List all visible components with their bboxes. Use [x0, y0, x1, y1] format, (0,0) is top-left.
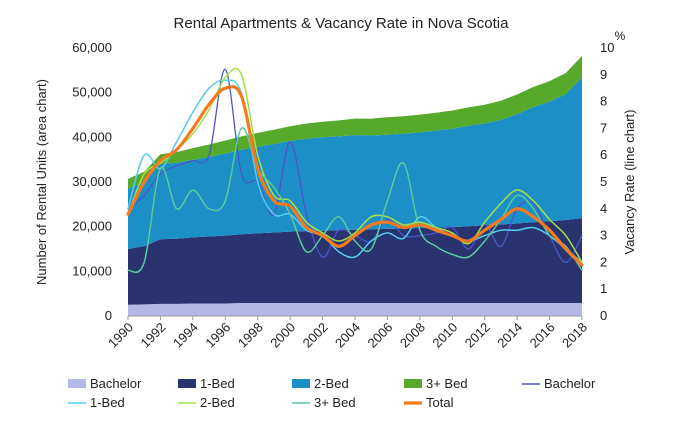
legend-swatch [68, 379, 86, 388]
right-tick-label: 9 [600, 67, 607, 82]
right-tick-label: 8 [600, 94, 607, 109]
right-tick-label: 10 [600, 40, 614, 55]
right-tick-label: 6 [600, 147, 607, 162]
chart-title: Rental Apartments & Vacancy Rate in Nova… [174, 15, 510, 32]
x-tick-label: 2006 [364, 320, 395, 351]
legend-label: 1-Bed [200, 376, 235, 391]
x-tick-label: 1990 [105, 320, 136, 351]
left-tick-label: 50,000 [72, 85, 112, 100]
x-tick-label: 2004 [332, 320, 363, 351]
legend-item-area-bachelor: Bachelor [68, 376, 142, 391]
right-tick-label: 2 [600, 254, 607, 269]
left-tick-label: 10,000 [72, 263, 112, 278]
legend-item-area-1-bed: 1-Bed [178, 376, 235, 391]
x-tick-label: 2000 [267, 320, 298, 351]
legend-label: Bachelor [544, 376, 596, 391]
legend-swatch [292, 379, 310, 388]
area-3plus-bed [128, 56, 582, 189]
x-ticks: 1990 1992 1994 1996 1998 2000 2002 2004 2006 2008… [105, 316, 590, 351]
right-tick-label: 7 [600, 120, 607, 135]
legend-label: 3+ Bed [314, 395, 356, 410]
x-tick-label: 2016 [527, 320, 558, 351]
legend-item-line-bachelor: Bachelor [522, 376, 596, 391]
x-tick-label: 2018 [559, 320, 590, 351]
x-tick-label: 2010 [429, 320, 460, 351]
x-tick-label: 2002 [300, 320, 331, 351]
x-tick-label: 2014 [494, 320, 525, 351]
x-tick-label: 1996 [202, 320, 233, 351]
right-tick-label: 1 [600, 281, 607, 296]
x-tick-label: 1998 [235, 320, 266, 351]
right-tick-label: 0 [600, 308, 607, 323]
line-total [126, 85, 584, 267]
left-tick-label: 20,000 [72, 219, 112, 234]
legend-label: 2-Bed [314, 376, 349, 391]
legend-label: Total [426, 395, 454, 410]
left-tick-label: 0 [105, 308, 112, 323]
legend-item-line-3plus-bed: 3+ Bed [292, 395, 356, 410]
left-tick-label: 30,000 [72, 174, 112, 189]
x-tick-label: 2012 [462, 320, 493, 351]
line-1-bed [127, 79, 583, 264]
right-y-axis-label: Vacancy Rate (line chart) [622, 110, 637, 255]
legend-label: 3+ Bed [426, 376, 468, 391]
area-bachelor [128, 303, 582, 316]
legend-item-area-2-bed: 2-Bed [292, 376, 349, 391]
x-tick-label: 2008 [397, 320, 428, 351]
legend-swatch [404, 379, 422, 388]
x-tick-label: 1994 [170, 320, 201, 351]
area-2-bed [128, 77, 582, 249]
legend-label: Bachelor [90, 376, 142, 391]
legend-item-line-total: Total [404, 395, 454, 410]
left-y-axis-label: Number of Rental Units (area chart) [34, 79, 49, 285]
legend: Bachelor 1-Bed 2-Bed 3+ Bed Bachelor 1-Bed 2-B… [68, 376, 596, 410]
area-layer [128, 56, 582, 316]
left-tick-label: 40,000 [72, 129, 112, 144]
legend-item-area-3plus-bed: 3+ Bed [404, 376, 468, 391]
left-tick-label: 60,000 [72, 40, 112, 55]
right-y-ticks: 0 1 2 3 4 5 6 7 8 9 10 [600, 40, 614, 323]
left-y-ticks: 0 10,000 20,000 30,000 40,000 50,000 60,000 [72, 40, 112, 323]
right-tick-label: 5 [600, 174, 607, 189]
legend-label: 1-Bed [90, 395, 125, 410]
legend-swatch [178, 379, 196, 388]
right-y-unit: % [615, 29, 626, 43]
line-3plus-bed [127, 127, 583, 274]
x-tick-label: 1992 [137, 320, 168, 351]
right-tick-label: 3 [600, 228, 607, 243]
legend-label: 2-Bed [200, 395, 235, 410]
line-2-bed [127, 67, 583, 264]
legend-item-line-1-bed: 1-Bed [68, 395, 125, 410]
line-layer [126, 67, 584, 274]
right-tick-label: 4 [600, 201, 607, 216]
legend-item-line-2-bed: 2-Bed [178, 395, 235, 410]
